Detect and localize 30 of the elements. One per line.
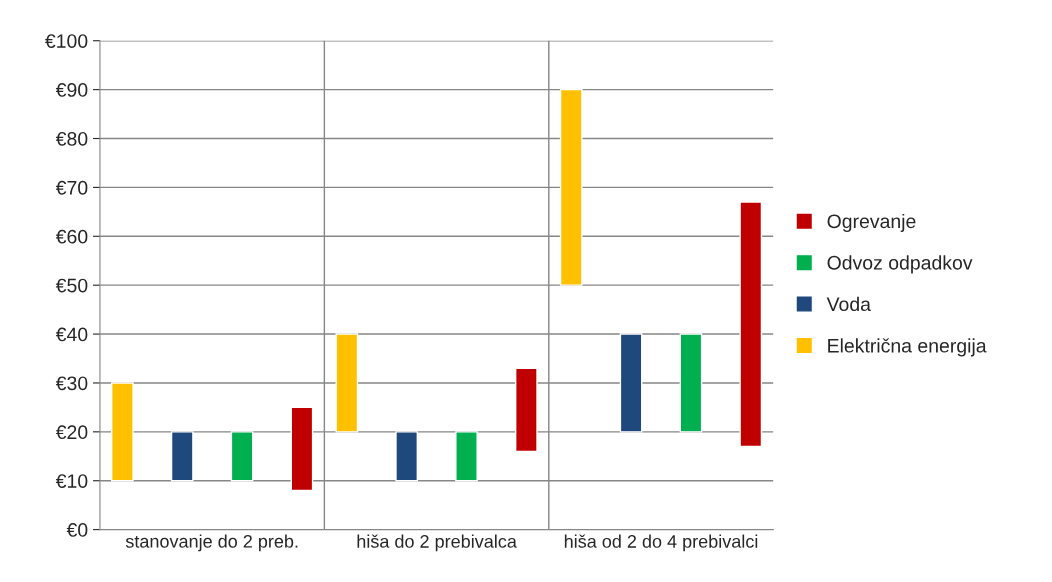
bar [559,88,583,286]
bar [514,367,538,453]
y-tick-label: €80 [55,131,88,146]
y-tick-label: €90 [55,83,88,97]
y-tick-label: €0 [66,523,88,537]
bar [739,201,763,448]
bar [230,431,254,482]
y-tick-label: €40 [55,327,88,342]
y-tick-label: €100 [45,34,88,48]
bar [290,406,314,492]
bar [679,333,703,433]
legend-label: Odvoz odpadkov [827,255,973,274]
bar [455,431,478,482]
legend-label: Voda [826,296,871,312]
legend-label: Ogrevanje [827,213,916,233]
x-tick-label: hiša do 2 prebivalca [357,534,517,552]
bar [395,431,419,482]
x-tick-label: hiša od 2 do 4 prebivalci [564,534,758,552]
bar [619,333,643,433]
bar [111,382,134,482]
y-tick-label: €50 [55,278,88,293]
x-tick-label: stanovanje do 2 preb. [125,534,298,552]
bar [335,333,359,433]
y-tick-label: €60 [55,229,88,244]
y-tick-label: €10 [55,474,88,488]
y-tick-label: €20 [55,425,88,440]
bar [170,431,194,482]
legend-label: Električna energija [828,338,987,357]
y-tick-label: €70 [55,180,88,195]
y-tick-label: €30 [55,376,88,391]
